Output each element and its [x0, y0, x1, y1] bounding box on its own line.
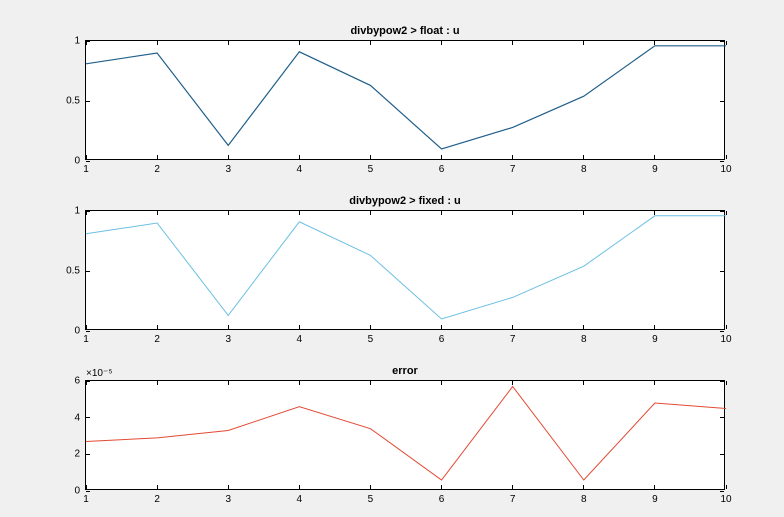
subplot-1: divbypow2 > fixed : u00.5112345678910: [85, 210, 725, 330]
x-tick-label: 8: [581, 164, 587, 175]
x-tick-label: 2: [154, 334, 160, 345]
x-tick-label: 5: [368, 164, 374, 175]
subplot-2: error×10⁻⁵024612345678910: [85, 380, 725, 490]
y-tick-label: 0: [74, 326, 80, 337]
x-tick-label: 8: [581, 334, 587, 345]
x-tick-label: 7: [510, 494, 516, 505]
y-tick-label: 0.5: [66, 266, 80, 277]
y-tick-label: 1: [74, 206, 80, 217]
x-tick-label: 10: [720, 494, 731, 505]
x-tick-label: 9: [652, 334, 658, 345]
y-tick-label: 0: [74, 486, 80, 497]
x-tick-label: 4: [297, 164, 303, 175]
subplot-title: divbypow2 > fixed : u: [86, 195, 724, 207]
exponent-label: ×10⁻⁵: [86, 368, 112, 379]
x-tick-label: 2: [154, 494, 160, 505]
x-tick-label: 3: [225, 164, 231, 175]
x-tick-label: 2: [154, 164, 160, 175]
y-tick-label: 2: [74, 449, 80, 460]
y-tick-label: 6: [74, 376, 80, 387]
x-tick-label: 5: [368, 494, 374, 505]
plot-line: [86, 381, 726, 491]
plot-line: [86, 41, 726, 161]
x-tick-label: 10: [720, 334, 731, 345]
plot-line: [86, 211, 726, 331]
x-tick-label: 10: [720, 164, 731, 175]
x-tick-label: 3: [225, 334, 231, 345]
x-tick-label: 1: [83, 494, 89, 505]
x-tick-label: 5: [368, 334, 374, 345]
x-tick-label: 8: [581, 494, 587, 505]
x-tick-label: 9: [652, 164, 658, 175]
y-tick-label: 4: [74, 412, 80, 423]
x-tick-label: 1: [83, 334, 89, 345]
x-tick-label: 1: [83, 164, 89, 175]
subplot-title: error: [86, 365, 724, 377]
y-tick-label: 0: [74, 156, 80, 167]
subplot-0: divbypow2 > float : u00.5112345678910: [85, 40, 725, 160]
x-tick-label: 4: [297, 334, 303, 345]
y-tick-label: 1: [74, 36, 80, 47]
x-tick-label: 7: [510, 334, 516, 345]
x-tick-label: 7: [510, 164, 516, 175]
x-tick-label: 4: [297, 494, 303, 505]
x-tick-label: 6: [439, 494, 445, 505]
subplot-title: divbypow2 > float : u: [86, 25, 724, 37]
y-tick-label: 0.5: [66, 96, 80, 107]
x-tick-label: 6: [439, 334, 445, 345]
x-tick-label: 9: [652, 494, 658, 505]
x-tick-label: 3: [225, 494, 231, 505]
x-tick-label: 6: [439, 164, 445, 175]
